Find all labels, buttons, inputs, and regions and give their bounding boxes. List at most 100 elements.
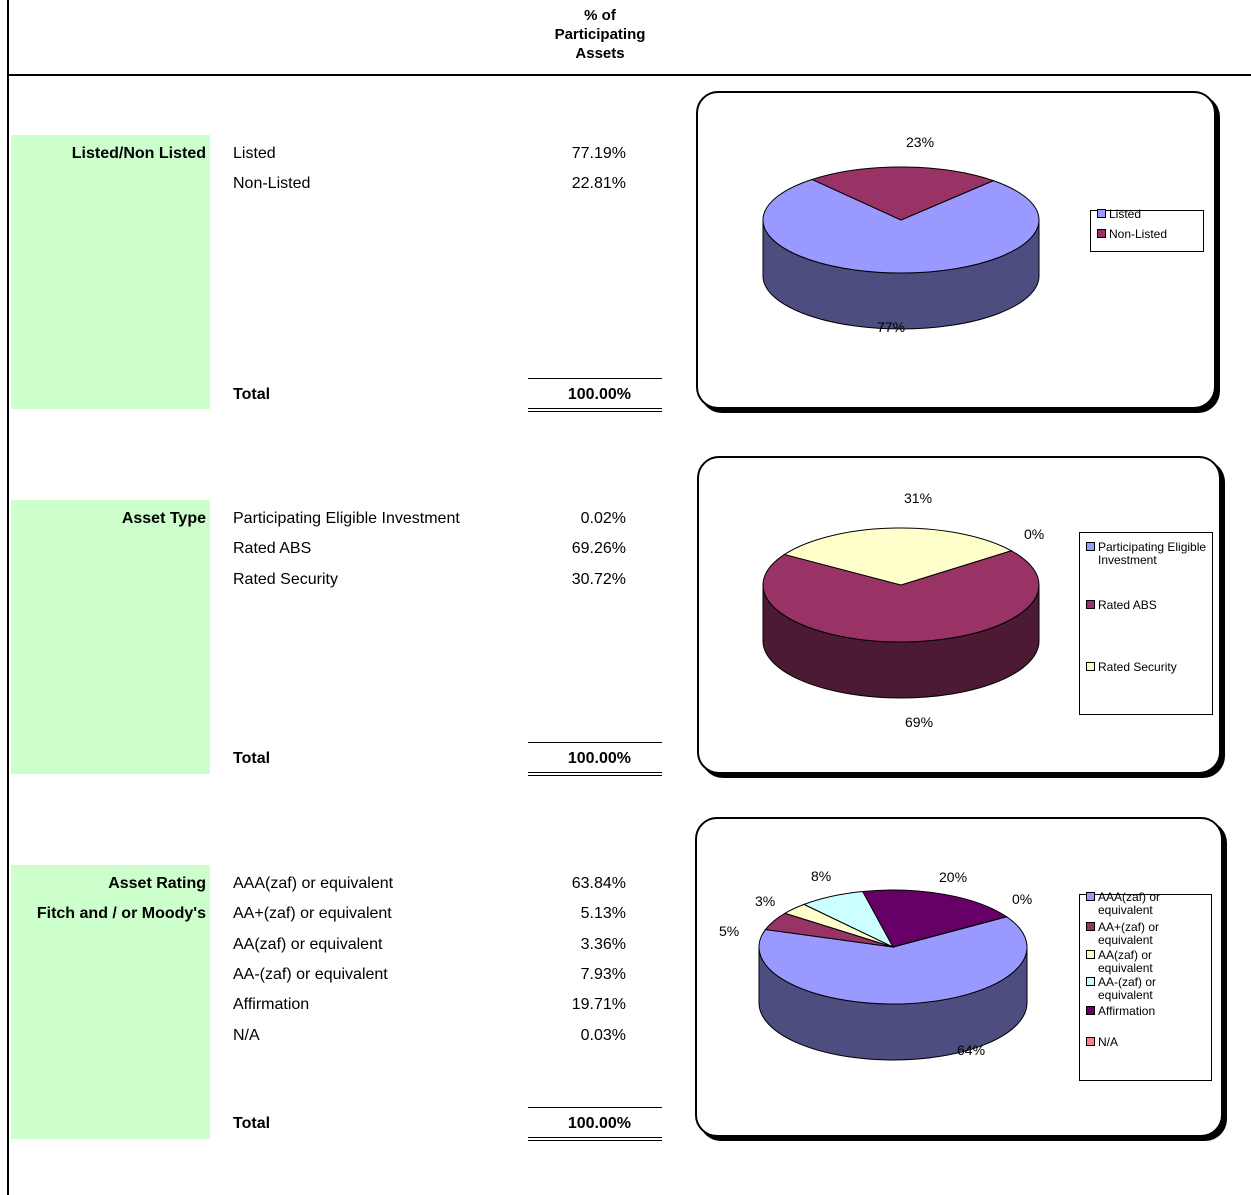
total-row: Total 100.00% bbox=[233, 1109, 663, 1139]
table-row: AA+(zaf) or equivalent 5.13% bbox=[233, 899, 663, 929]
table-row: Rated Security 30.72% bbox=[233, 565, 663, 595]
legend-label: AA+(zaf) or bbox=[1098, 920, 1160, 934]
legend-swatch bbox=[1097, 209, 1106, 218]
legend-label: Rated ABS bbox=[1098, 598, 1157, 612]
legend-item: N/A bbox=[1086, 1036, 1118, 1049]
table-row: AA-(zaf) or equivalent 7.93% bbox=[233, 960, 663, 990]
row-value: 5.13% bbox=[580, 905, 626, 922]
total-value: 100.00% bbox=[567, 750, 631, 767]
column-header-line: Participating bbox=[554, 26, 646, 43]
total-top-rule bbox=[528, 378, 662, 379]
legend-label: AA(zaf) or bbox=[1098, 948, 1153, 962]
table-row: Listed 77.19% bbox=[233, 139, 663, 169]
total-double-rule bbox=[528, 1137, 662, 1141]
slice-percent-label: 3% bbox=[755, 893, 775, 909]
pie-chart-asset-type: 0% 69% 31% Participating Eligible Investmen… bbox=[697, 456, 1221, 774]
legend-item: Participating Eligible Investment bbox=[1086, 541, 1206, 567]
slice-percent-label: 20% bbox=[939, 869, 967, 885]
left-border bbox=[7, 0, 9, 1195]
legend-label: AAA(zaf) or bbox=[1098, 890, 1161, 904]
pie-slice bbox=[758, 916, 1028, 1005]
row-value: 7.93% bbox=[580, 966, 626, 983]
legend-item: Rated Security bbox=[1086, 661, 1177, 674]
legend-label: Non-Listed bbox=[1109, 227, 1168, 241]
total-value: 100.00% bbox=[567, 1115, 631, 1132]
legend-label: N/A bbox=[1098, 1035, 1119, 1049]
row-label: Rated ABS bbox=[233, 540, 312, 557]
category-label: Asset Type bbox=[121, 510, 206, 527]
row-label: AAA(zaf) or equivalent bbox=[233, 875, 394, 892]
row-value: 30.72% bbox=[571, 571, 626, 588]
legend-swatch bbox=[1086, 1037, 1095, 1046]
row-label: Listed bbox=[233, 145, 276, 162]
legend-swatch bbox=[1086, 922, 1095, 931]
row-value: 19.71% bbox=[571, 996, 626, 1013]
total-top-rule bbox=[528, 742, 662, 743]
legend-swatch bbox=[1086, 1006, 1095, 1015]
slice-percent-label: 0% bbox=[1012, 891, 1032, 907]
pie-slice bbox=[783, 527, 1013, 586]
category-band bbox=[11, 135, 210, 409]
row-label: Rated Security bbox=[233, 571, 338, 588]
legend-item: AA+(zaf) or equivalent bbox=[1086, 921, 1159, 947]
row-label: N/A bbox=[233, 1027, 260, 1044]
table-row: Rated ABS 69.26% bbox=[233, 534, 663, 564]
row-label: Participating Eligible Investment bbox=[233, 510, 460, 527]
row-value: 77.19% bbox=[571, 145, 626, 162]
header-rule bbox=[7, 74, 1251, 76]
legend-item: AA(zaf) or equivalent bbox=[1086, 949, 1153, 975]
legend-swatch bbox=[1086, 662, 1095, 671]
row-value: 3.36% bbox=[580, 936, 626, 953]
legend-label: equivalent bbox=[1098, 933, 1153, 947]
slice-percent-label: 23% bbox=[906, 134, 934, 150]
table-row: Non-Listed 22.81% bbox=[233, 169, 663, 199]
legend-swatch bbox=[1086, 977, 1095, 986]
category-label: Asset Rating bbox=[108, 875, 206, 892]
legend-item: AA-(zaf) or equivalent bbox=[1086, 976, 1156, 1002]
pie-slice bbox=[861, 889, 1008, 948]
slice-percent-label: 69% bbox=[905, 714, 933, 730]
table-header: % of Participating Assets bbox=[0, 6, 1251, 72]
table-row: AA(zaf) or equivalent 3.36% bbox=[233, 930, 663, 960]
pie-slice bbox=[762, 178, 1040, 274]
slice-percent-label: 5% bbox=[719, 923, 739, 939]
slice-percent-label: 64% bbox=[957, 1042, 985, 1058]
chart-legend: Listed Non-Listed bbox=[1090, 208, 1204, 252]
slice-percent-label: 0% bbox=[1024, 526, 1044, 542]
legend-label: Rated Security bbox=[1098, 660, 1177, 674]
chart-legend: AAA(zaf) or equivalent AA+(zaf) or equivale… bbox=[1079, 891, 1212, 1081]
legend-label: Investment bbox=[1098, 553, 1157, 567]
row-value: 0.02% bbox=[580, 510, 626, 527]
table-row: Participating Eligible Investment 0.02% bbox=[233, 504, 663, 534]
row-value: 63.84% bbox=[571, 875, 626, 892]
column-header-line: Assets bbox=[575, 45, 625, 62]
row-value: 69.26% bbox=[571, 540, 626, 557]
total-row: Total 100.00% bbox=[233, 744, 663, 774]
column-header-line: % of bbox=[584, 7, 616, 24]
pie-slice bbox=[762, 550, 1040, 643]
slice-percent-label: 8% bbox=[811, 868, 831, 884]
row-label: AA+(zaf) or equivalent bbox=[233, 905, 392, 922]
row-label: Non-Listed bbox=[233, 175, 311, 192]
row-value: 22.81% bbox=[571, 175, 626, 192]
legend-swatch bbox=[1086, 892, 1095, 901]
legend-label: equivalent bbox=[1098, 903, 1153, 917]
legend-label: equivalent bbox=[1098, 961, 1153, 975]
legend-item: Non-Listed bbox=[1097, 228, 1167, 241]
table-row: Affirmation 19.71% bbox=[233, 990, 663, 1020]
legend-swatch bbox=[1086, 600, 1095, 609]
total-label: Total bbox=[233, 750, 271, 767]
pie-chart-asset-rating: 64% 5% 3% 8% 20% 0% AAA(zaf) or equivalent AA+(… bbox=[695, 817, 1223, 1137]
legend-label: Participating Eligible bbox=[1098, 540, 1207, 554]
legend-label: AA-(zaf) or bbox=[1098, 975, 1157, 989]
column-header: % of Participating Assets bbox=[520, 6, 680, 63]
category-band bbox=[11, 865, 210, 1139]
total-top-rule bbox=[528, 1107, 662, 1108]
pie-chart-svg: 0% 69% 31% bbox=[762, 490, 1044, 730]
pie-chart-listed: 77% 23% Listed Non-Listed bbox=[696, 91, 1216, 409]
table-row: N/A 0.03% bbox=[233, 1021, 663, 1051]
row-label: AA(zaf) or equivalent bbox=[233, 936, 383, 953]
slice-percent-label: 77% bbox=[877, 319, 905, 335]
total-double-rule bbox=[528, 408, 662, 412]
pie-chart-svg: 77% 23% bbox=[762, 134, 1040, 335]
